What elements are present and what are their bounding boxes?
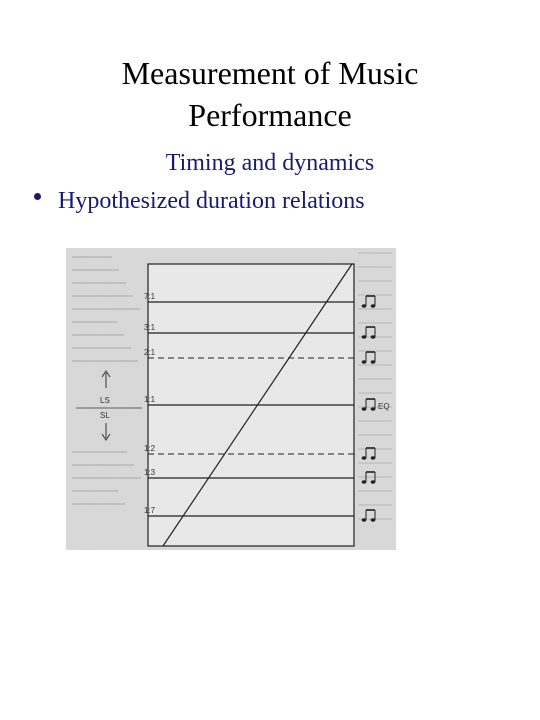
figure-canvas: 7:1 3:1 2:1 1:1 1:2 1:3 1:7 LS SL EQ [66,248,396,550]
slide-subtitle: Timing and dynamics [165,150,375,176]
ratio-lines: 7:1 3:1 2:1 1:1 1:2 1:3 1:7 [144,292,354,517]
diagonal-line [162,263,353,547]
ratio-label-1-1: 1:1 [144,395,156,404]
ratio-label-2-1: 2:1 [144,348,156,357]
arrow-up-icon [101,370,111,378]
note-glyph-icon [361,295,376,308]
duration-relations-figure: 7:1 3:1 2:1 1:1 1:2 1:3 1:7 LS SL EQ [66,248,396,550]
ratio-label-7-1: 7:1 [144,292,156,301]
note-icons: EQ [361,295,390,522]
ratio-label-1-2: 1:2 [144,444,156,453]
note-glyph-icon [361,509,376,522]
bullet-text: Hypothesized duration relations [58,188,365,214]
arrow-down-icon [101,433,111,441]
ls-label: LS [100,396,110,405]
sl-label: SL [100,411,110,420]
bullet-item: Hypothesized duration relations [34,188,365,215]
bullet-dot-icon [34,192,41,200]
title-line-1: Measurement of Music [121,55,419,91]
ratio-label-1-7: 1:7 [144,506,156,515]
note-glyph-icon [361,471,376,484]
note-glyph-icon [361,351,376,364]
slide-title: Measurement of Music Performance [0,52,540,136]
ratio-label-1-3: 1:3 [144,468,156,477]
note-glyph-icon [361,447,376,460]
note-text: EQ [378,402,390,411]
note-glyph-icon [361,398,376,411]
note-glyph-icon [361,326,376,339]
ratio-label-3-1: 3:1 [144,323,156,332]
title-line-2: Performance [188,97,352,133]
